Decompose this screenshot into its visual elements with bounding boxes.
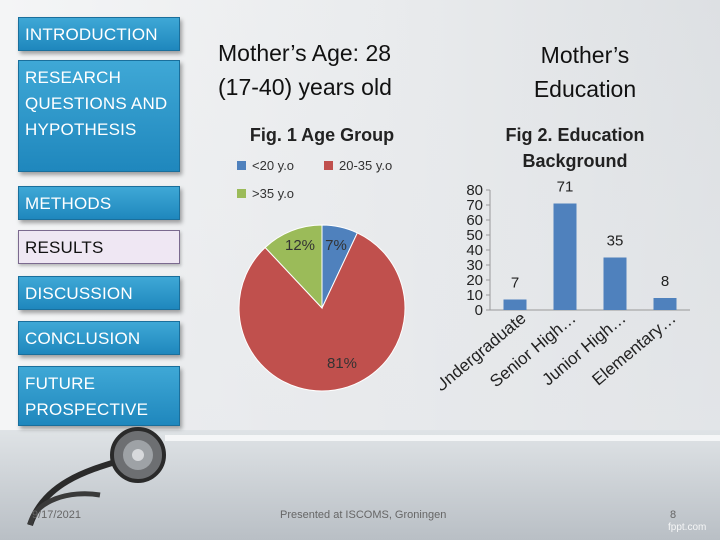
y-tick-label: 0 [475,302,483,319]
fig2-title-line1: Fig 2. Education [505,125,645,145]
y-tick-label: 60 [466,212,483,229]
bar-data-label: 71 [557,179,574,196]
nav-future-prospective[interactable]: FUTURE PROSPECTIVE [18,366,180,426]
legend-swatch-over35 [237,189,246,198]
education-heading-line1: Mother’s [540,42,630,68]
nav-methods[interactable]: METHODS [18,186,180,220]
bar-data-label: 7 [511,275,519,292]
fig2-title-line2: Background [522,151,628,171]
nav-research-label-3: HYPOTHESIS [25,120,137,139]
bar-data-label: 35 [607,233,624,250]
nav-introduction[interactable]: INTRODUCTION [18,17,180,51]
footer-presented-at: Presented at ISCOMS, Groningen [280,509,447,521]
nav-research-label-2: QUESTIONS AND [25,94,168,113]
education-bar-chart: 010203040506070807Undergraduate71Senior … [440,179,690,396]
nav-conclusion-label: CONCLUSION [25,329,141,348]
nav-introduction-label: INTRODUCTION [25,25,158,44]
x-category-label: Senior High… [486,309,579,392]
legend-swatch-20-35 [324,161,333,170]
legend-label-20-35: 20-35 y.o [339,158,392,173]
age-group-pie-chart: <20 y.o 20-35 y.o >35 y.o 7% 81% 12% [237,158,406,392]
pie-slice-over35 [264,224,323,310]
age-heading: Mother’s Age: 28 (17-40) years old [218,36,448,104]
y-tick-label: 70 [466,197,483,214]
pie-slice-20-35 [238,232,406,392]
footer-band-highlight [165,435,720,441]
y-tick-label: 30 [466,257,483,274]
nav-future-label-1: FUTURE [25,374,96,393]
nav-conclusion[interactable]: CONCLUSION [18,321,180,355]
nav-discussion[interactable]: DISCUSSION [18,276,180,310]
education-heading-line2: Education [533,76,637,102]
bar-data-label: 8 [661,273,669,290]
legend-swatch-under20 [237,161,246,170]
nav-future-label-2: PROSPECTIVE [25,400,149,419]
y-tick-label: 20 [466,272,483,289]
pie-data-label: 7% [325,237,347,254]
pie-data-label: 81% [327,355,357,372]
education-bar [553,203,577,310]
education-bar [503,299,527,310]
y-tick-label: 40 [466,242,483,259]
y-tick-label: 10 [466,287,483,304]
education-heading: Mother’s Education [505,38,665,106]
pie-data-label: 12% [285,237,315,254]
y-tick-label: 80 [466,182,483,199]
stethoscope-icon [27,427,166,527]
nav-results-label: RESULTS [25,238,104,257]
age-heading-line1: Mother’s Age: 28 [218,40,392,66]
y-tick-label: 50 [466,227,483,244]
nav-methods-label: METHODS [25,194,112,213]
footer-date: 9/17/2021 [32,509,81,521]
fig1-title: Fig. 1 Age Group [249,125,395,145]
nav-research-questions[interactable]: RESEARCH QUESTIONS AND HYPOTHESIS [18,60,180,172]
age-heading-line2: (17-40) years old [218,74,392,100]
education-bar [653,298,677,310]
page-number: 8 [670,509,677,521]
nav-results[interactable]: RESULTS [18,230,180,264]
nav-research-label-1: RESEARCH [25,68,122,87]
nav-discussion-label: DISCUSSION [25,284,133,303]
fppt-watermark: fppt.com [668,522,707,533]
education-bar [603,257,627,310]
legend-label-over35: >35 y.o [252,186,294,201]
legend-label-under20: <20 y.o [252,158,294,173]
fig2-title: Fig 2. Education Background [497,122,653,174]
